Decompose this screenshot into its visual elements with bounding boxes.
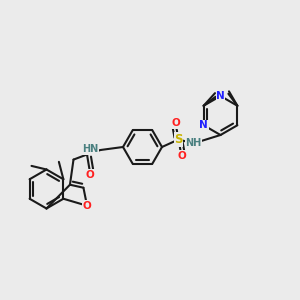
Text: HN: HN bbox=[82, 144, 98, 154]
Text: O: O bbox=[83, 201, 92, 211]
Text: N: N bbox=[199, 120, 208, 130]
Text: O: O bbox=[177, 151, 186, 161]
Text: N: N bbox=[216, 91, 225, 101]
Text: NH: NH bbox=[185, 138, 202, 148]
Text: S: S bbox=[174, 133, 183, 146]
Text: O: O bbox=[171, 118, 180, 128]
Text: O: O bbox=[85, 170, 94, 180]
